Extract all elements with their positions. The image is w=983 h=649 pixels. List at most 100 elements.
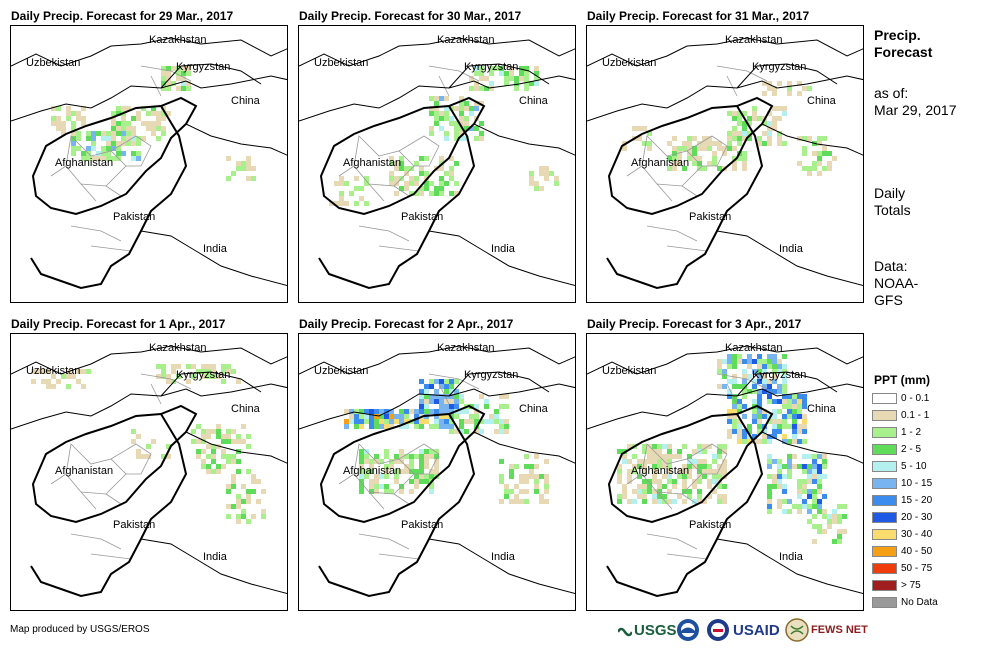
country-boundary xyxy=(140,230,287,286)
precip-cell xyxy=(817,489,822,494)
precip-cell xyxy=(817,509,822,514)
precip-cell xyxy=(86,131,91,136)
precip-cell xyxy=(111,136,116,141)
precip-cell xyxy=(444,181,449,186)
precip-cell xyxy=(71,374,76,379)
precip-cell xyxy=(479,131,484,136)
precip-cell xyxy=(161,116,166,121)
precip-cell xyxy=(637,126,642,131)
precip-cell xyxy=(146,126,151,131)
precip-cell xyxy=(394,414,399,419)
precip-cell xyxy=(732,131,737,136)
legend-label: 10 - 15 xyxy=(901,477,933,489)
precip-cell xyxy=(389,414,394,419)
country-boundary xyxy=(185,123,287,156)
precip-cell xyxy=(822,464,827,469)
precip-cell xyxy=(454,379,459,384)
country-boundary xyxy=(11,37,287,67)
precip-cell xyxy=(757,354,762,359)
province-boundary xyxy=(110,135,152,167)
province-boundary xyxy=(358,225,420,252)
precip-cell xyxy=(364,454,369,459)
precip-cell xyxy=(529,464,534,469)
precip-cell xyxy=(539,171,544,176)
precip-cell xyxy=(429,409,434,414)
precip-cell xyxy=(499,479,504,484)
precip-cell xyxy=(384,489,389,494)
precip-cell xyxy=(707,136,712,141)
precip-cell xyxy=(369,469,374,474)
precip-cell xyxy=(226,489,231,494)
precip-cell xyxy=(534,181,539,186)
precip-cell xyxy=(777,504,782,509)
precip-cell xyxy=(632,499,637,504)
legend-swatch xyxy=(872,477,897,489)
precip-cell xyxy=(772,116,777,121)
precip-cell xyxy=(56,116,61,121)
precip-cell xyxy=(349,191,354,196)
precip-cell xyxy=(504,489,509,494)
precip-cell xyxy=(732,414,737,419)
precip-cell xyxy=(827,166,832,171)
precip-cell xyxy=(712,459,717,464)
precip-cell xyxy=(434,469,439,474)
precip-cell xyxy=(241,514,246,519)
precip-cell xyxy=(727,136,732,141)
precip-cell xyxy=(181,71,186,76)
map-label-kazakhstan: Kazakhstan xyxy=(149,342,207,354)
legend-swatch xyxy=(872,528,897,540)
precip-cell xyxy=(151,439,156,444)
precip-cell xyxy=(822,136,827,141)
precip-cell xyxy=(379,474,384,479)
country-boundary xyxy=(160,63,262,89)
precip-cell xyxy=(454,121,459,126)
precip-cell xyxy=(404,419,409,424)
precip-cell xyxy=(777,131,782,136)
precip-cell xyxy=(524,499,529,504)
country-boundary xyxy=(160,371,262,397)
map-label-afghanistan: Afghanistan xyxy=(343,465,402,477)
precip-cell xyxy=(469,126,474,131)
precip-cell xyxy=(419,404,424,409)
precip-cell xyxy=(687,156,692,161)
precip-cell xyxy=(116,111,121,116)
legend-item: No Data xyxy=(872,595,938,609)
precip-cell xyxy=(379,424,384,429)
precip-cell xyxy=(489,71,494,76)
precip-cell xyxy=(792,454,797,459)
map-label-china: China xyxy=(519,403,548,415)
precip-cell xyxy=(246,166,251,171)
precip-cell xyxy=(364,409,369,414)
precip-cell xyxy=(782,419,787,424)
precip-cell xyxy=(712,474,717,479)
precip-cell xyxy=(767,509,772,514)
precip-cell xyxy=(424,454,429,459)
precip-cell xyxy=(136,449,141,454)
precip-cell xyxy=(812,494,817,499)
precip-cell xyxy=(627,479,632,484)
precip-cell xyxy=(201,434,206,439)
precip-cell xyxy=(221,449,226,454)
precip-cell xyxy=(261,489,266,494)
precip-cell xyxy=(642,464,647,469)
precip-cell xyxy=(544,479,549,484)
province-boundary xyxy=(353,135,415,187)
precip-cell xyxy=(827,514,832,519)
province-boundary xyxy=(70,225,132,252)
precip-cell xyxy=(702,166,707,171)
precip-cell xyxy=(642,479,647,484)
precip-cell xyxy=(742,136,747,141)
precip-cell xyxy=(717,364,722,369)
precip-cell xyxy=(642,449,647,454)
country-boundary xyxy=(299,345,575,375)
precip-cell xyxy=(344,181,349,186)
precip-cell xyxy=(464,101,469,106)
precip-cell xyxy=(161,76,166,81)
precip-cell xyxy=(697,489,702,494)
map-label-kyrgyzstan: Kyrgyzstan xyxy=(464,61,519,73)
precip-cell xyxy=(484,404,489,409)
precip-cell xyxy=(682,444,687,449)
precip-cell xyxy=(206,464,211,469)
precip-cell xyxy=(707,464,712,469)
precip-cell xyxy=(81,121,86,126)
